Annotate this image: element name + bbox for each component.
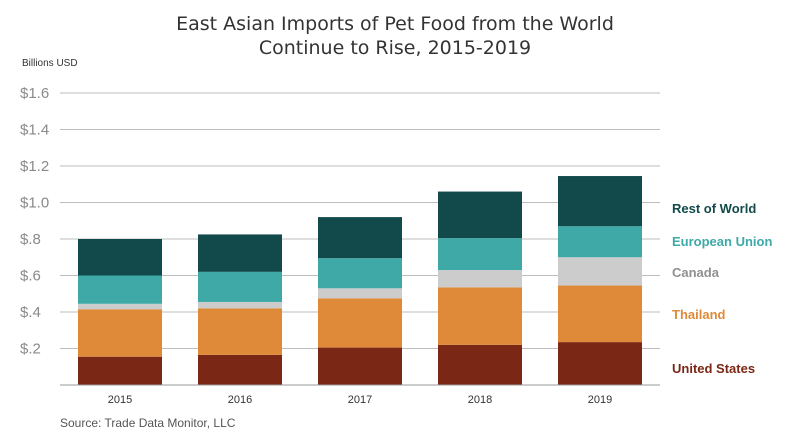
source-note: Source: Trade Data Monitor, LLC <box>60 416 236 430</box>
bar-segment-thailand <box>558 285 642 343</box>
x-tick-labels: 2015 2016 2017 2018 2019 <box>108 394 612 406</box>
bar-segment-rest-of-world <box>438 191 522 239</box>
y-tick-labels: $.2 $.4 $.6 $.8 $1.0 $1.2 $1.4 $1.6 <box>20 85 49 358</box>
bar-segment-canada <box>198 301 282 309</box>
bar-segment-canada <box>438 270 522 288</box>
bar-segment-canada <box>78 303 162 310</box>
bar-segment-united-states <box>198 354 282 385</box>
bar-segment-european-union <box>198 271 282 302</box>
y-tick-label: $.2 <box>20 341 41 358</box>
legend-item-rest-of-world: Rest of World <box>672 201 756 216</box>
y-tick-label: $1.6 <box>20 85 49 102</box>
bar-segment-rest-of-world <box>198 234 282 272</box>
bar-segment-canada <box>318 288 402 299</box>
y-tick-label: $1.2 <box>20 158 49 175</box>
y-tick-label: $1.4 <box>20 122 49 139</box>
bar-segment-rest-of-world <box>318 217 402 259</box>
x-tick-label: 2017 <box>348 394 372 406</box>
bar-segment-thailand <box>78 309 162 357</box>
bar-segment-rest-of-world <box>78 239 162 276</box>
bar-segment-united-states <box>78 356 162 385</box>
x-tick-label: 2016 <box>228 394 252 406</box>
legend-item-canada: Canada <box>672 265 720 280</box>
bar-segment-thailand <box>198 308 282 355</box>
bars <box>78 176 642 385</box>
legend-item-thailand: Thailand <box>672 307 726 322</box>
y-tick-label: $.4 <box>20 304 41 321</box>
legend: United States Thailand Canada European Unio… <box>672 201 772 376</box>
bar-segment-canada <box>558 257 642 286</box>
y-tick-label: $1.0 <box>20 195 49 212</box>
bar-segment-thailand <box>318 298 402 348</box>
bar-segment-thailand <box>438 287 522 345</box>
legend-item-european-union: European Union <box>672 234 772 249</box>
y-axis-label: Billions USD <box>22 58 78 69</box>
bar-segment-united-states <box>438 344 522 385</box>
bar-segment-united-states <box>318 347 402 385</box>
bar-segment-european-union <box>438 238 522 271</box>
bar-segment-european-union <box>318 258 402 289</box>
legend-item-united-states: United States <box>672 361 755 376</box>
bar-segment-european-union <box>78 275 162 304</box>
bar-segment-european-union <box>558 226 642 258</box>
chart-title: East Asian Imports of Pet Food from the … <box>176 13 614 35</box>
bar-segment-rest-of-world <box>558 176 642 227</box>
bar-segment-united-states <box>558 342 642 385</box>
y-tick-label: $.6 <box>20 268 41 285</box>
x-tick-label: 2018 <box>468 394 492 406</box>
y-tick-label: $.8 <box>20 231 41 248</box>
chart-subtitle: Continue to Rise, 2015-2019 <box>259 37 531 59</box>
x-tick-label: 2015 <box>108 394 132 406</box>
x-tick-label: 2019 <box>588 394 612 406</box>
